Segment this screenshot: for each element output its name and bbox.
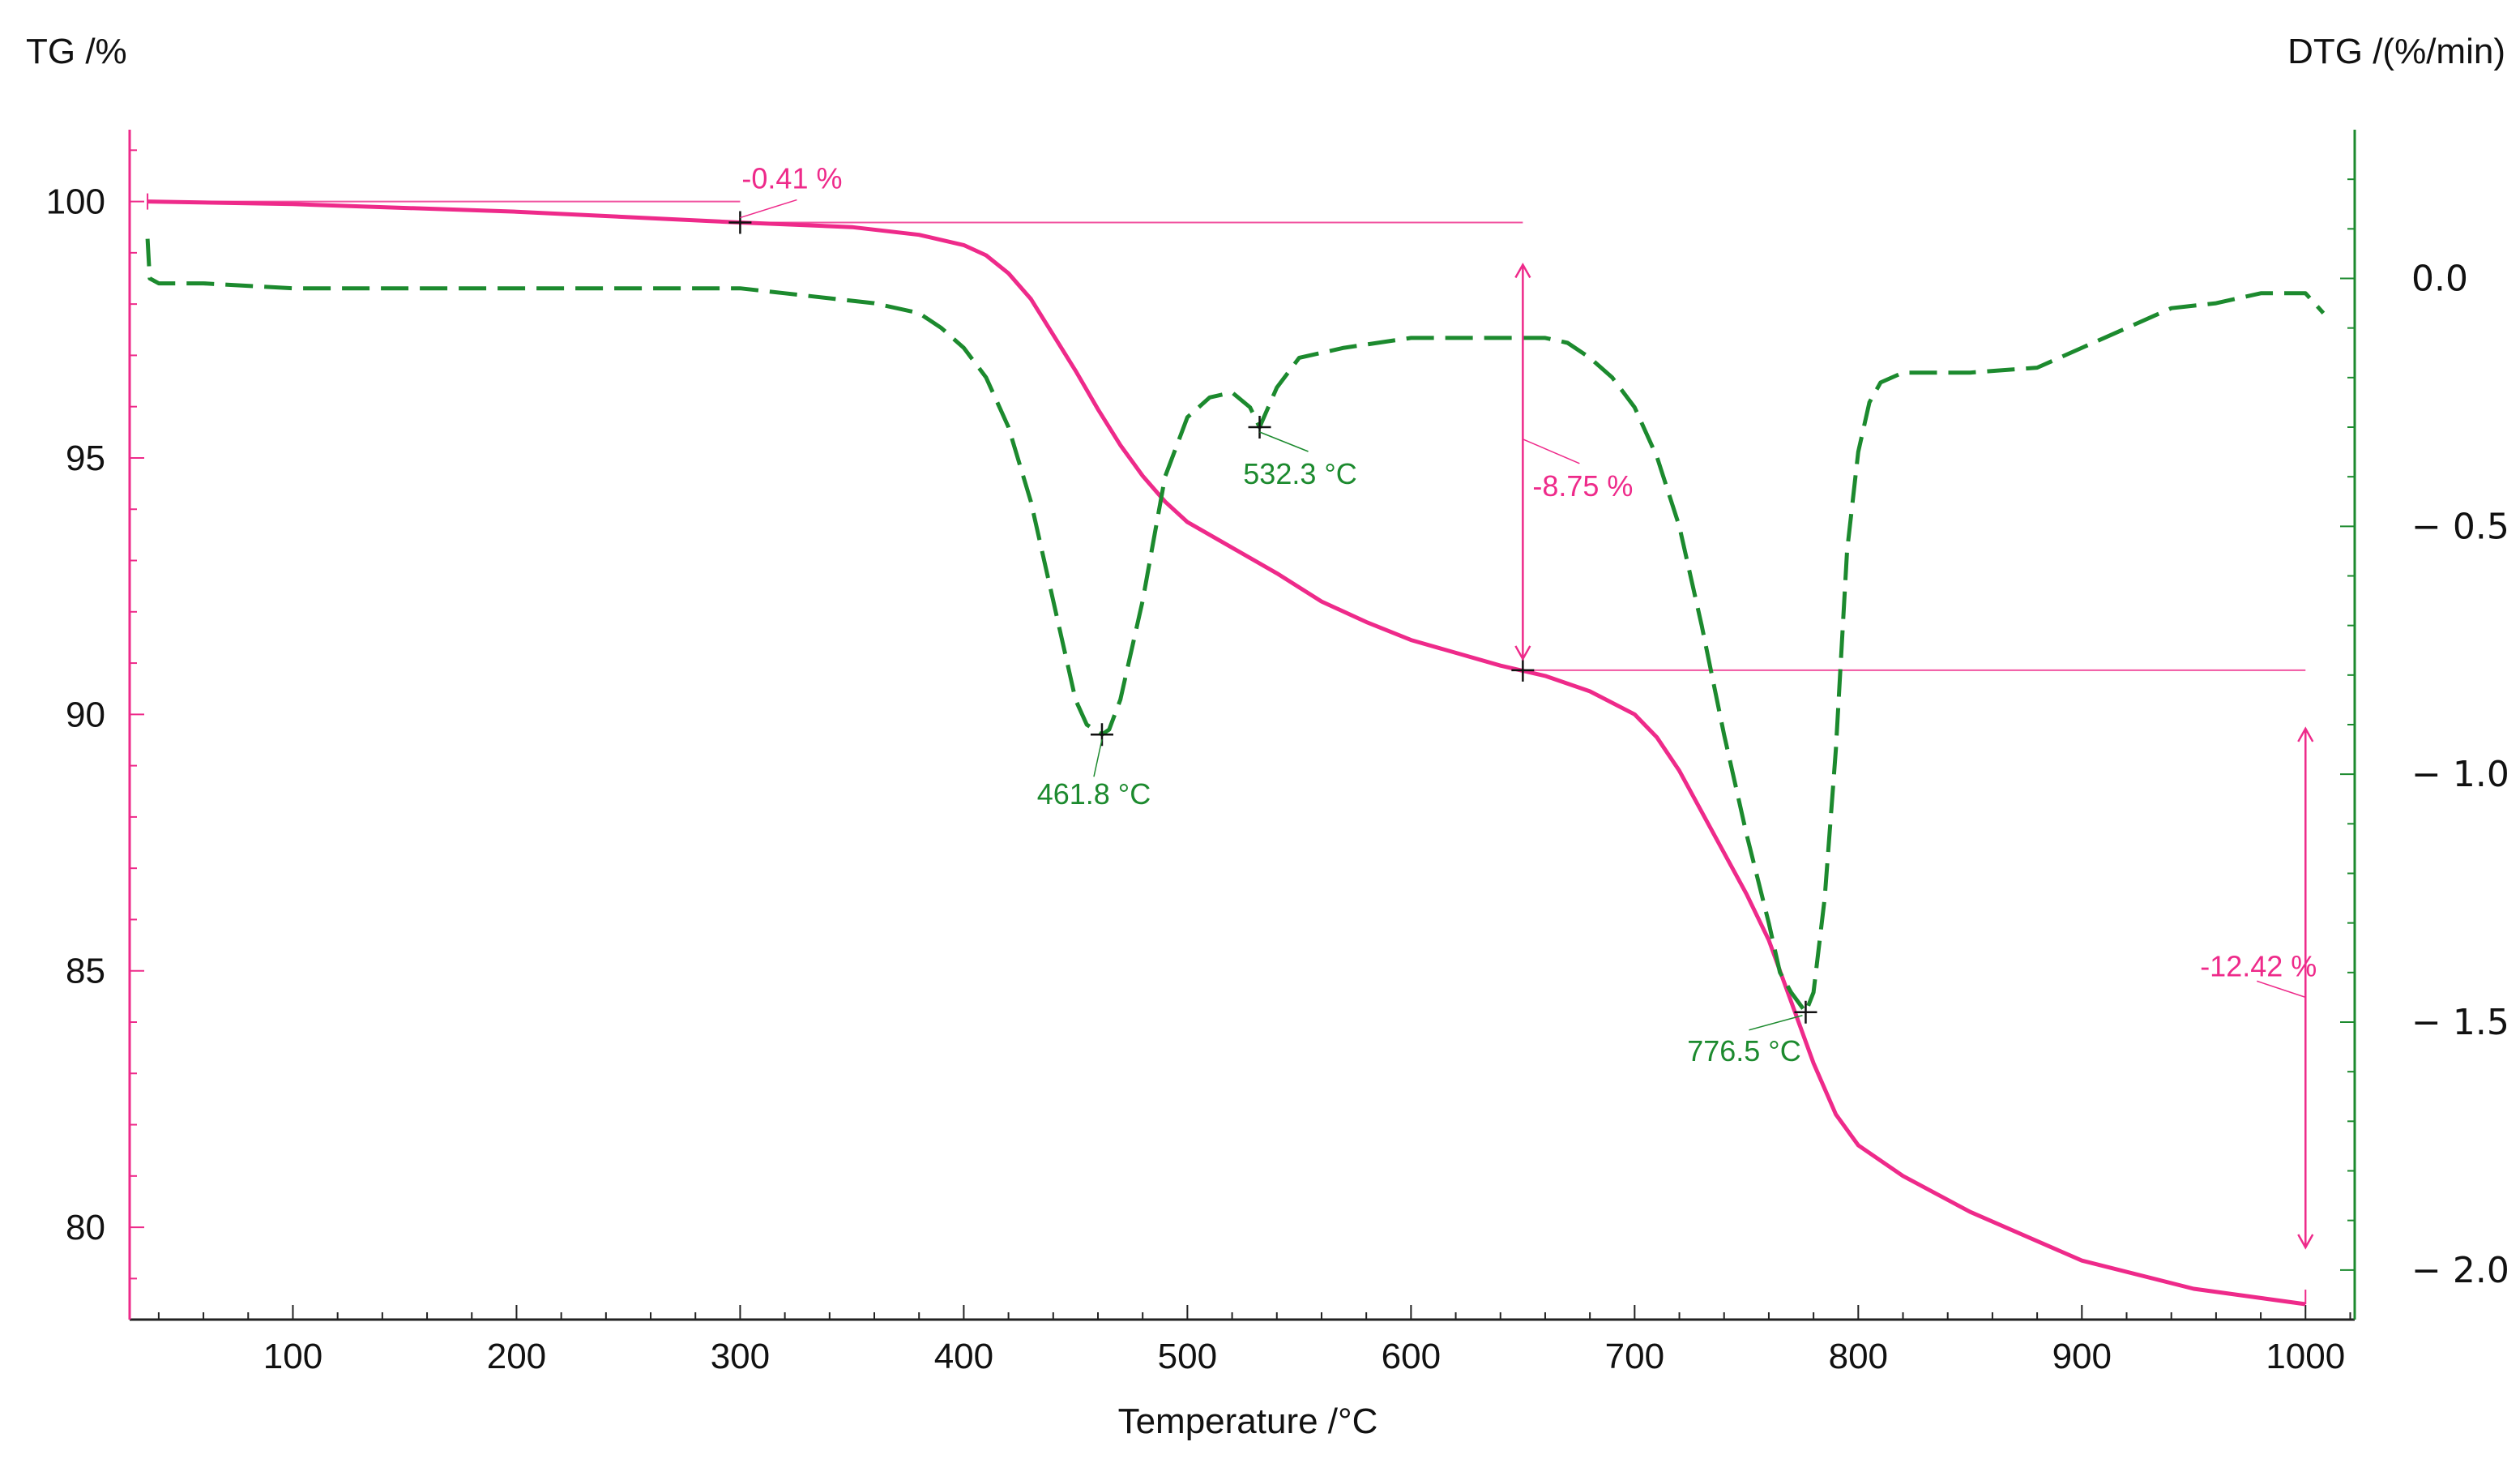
mass-loss-label: -12.42 % bbox=[2200, 949, 2317, 982]
y-left-tick-label: 80 bbox=[66, 1208, 105, 1247]
cursor-marker bbox=[1794, 1000, 1817, 1024]
x-tick-label: 900 bbox=[2052, 1337, 2112, 1376]
cursor-marker bbox=[1248, 416, 1271, 439]
x-tick-label: 600 bbox=[1382, 1337, 1441, 1376]
peak-label: 461.8 °C bbox=[1037, 777, 1151, 811]
x-tick-label: 500 bbox=[1158, 1337, 1217, 1376]
dtg-curve bbox=[145, 238, 2326, 1015]
x-tick-label: 800 bbox=[1829, 1337, 1888, 1376]
mass-loss-label: -0.41 % bbox=[741, 162, 842, 195]
x-tick-label: 1000 bbox=[2266, 1337, 2345, 1376]
leader-line bbox=[1749, 1015, 1803, 1031]
peak-label: 532.3 °C bbox=[1243, 457, 1356, 490]
y-left-tick-label: 95 bbox=[66, 439, 105, 478]
leader-line bbox=[2257, 980, 2306, 999]
arrow-head-down bbox=[1514, 645, 1531, 661]
y-left-tick-label: 85 bbox=[66, 952, 105, 991]
arrow-head-down bbox=[2297, 1234, 2314, 1250]
y-right-tick-label: 0.0 bbox=[2411, 259, 2468, 300]
data-series bbox=[145, 199, 2326, 1307]
y-right-tick-label: − 1.5 bbox=[2411, 1002, 2509, 1043]
y-right-tick-label: − 0.5 bbox=[2411, 506, 2509, 547]
cursor-marker bbox=[1511, 658, 1535, 682]
y-left-tick-label: 100 bbox=[46, 182, 105, 222]
x-tick-label: 200 bbox=[487, 1337, 546, 1376]
cursor-marker bbox=[728, 211, 752, 234]
leader-line bbox=[1093, 739, 1103, 777]
y-right-axis-title: DTG /(%/min) bbox=[2287, 32, 2505, 71]
mass-loss-label: -8.75 % bbox=[1532, 469, 1633, 503]
x-axis-title: Temperature /°C bbox=[1118, 1401, 1378, 1441]
x-tick-label: 400 bbox=[934, 1337, 993, 1376]
y-right-tick-label: − 2.0 bbox=[2411, 1250, 2509, 1291]
leader-line bbox=[1259, 431, 1309, 452]
x-tick-label: 700 bbox=[1605, 1337, 1664, 1376]
peak-label: 776.5 °C bbox=[1687, 1034, 1800, 1068]
leader-line bbox=[1523, 439, 1580, 464]
annotations: -0.41 % -8.75 % -12.42 % 461.8 °C 532.3 °C 77… bbox=[728, 162, 2317, 1250]
arrow-head-up bbox=[1514, 262, 1531, 279]
axes: 100 200 300 400 500 600 700 800 900 1000 80 85 90 95 1… bbox=[46, 130, 2509, 1376]
x-tick-label: 300 bbox=[711, 1337, 770, 1376]
leader-line bbox=[740, 199, 797, 219]
tg-curve bbox=[147, 199, 2306, 1307]
y-left-tick-label: 90 bbox=[66, 695, 105, 734]
x-tick-label: 100 bbox=[263, 1337, 322, 1376]
y-right-tick-label: − 1.0 bbox=[2411, 754, 2509, 795]
arrow-head-up bbox=[2297, 726, 2314, 742]
y-left-axis-title: TG /% bbox=[26, 32, 127, 71]
